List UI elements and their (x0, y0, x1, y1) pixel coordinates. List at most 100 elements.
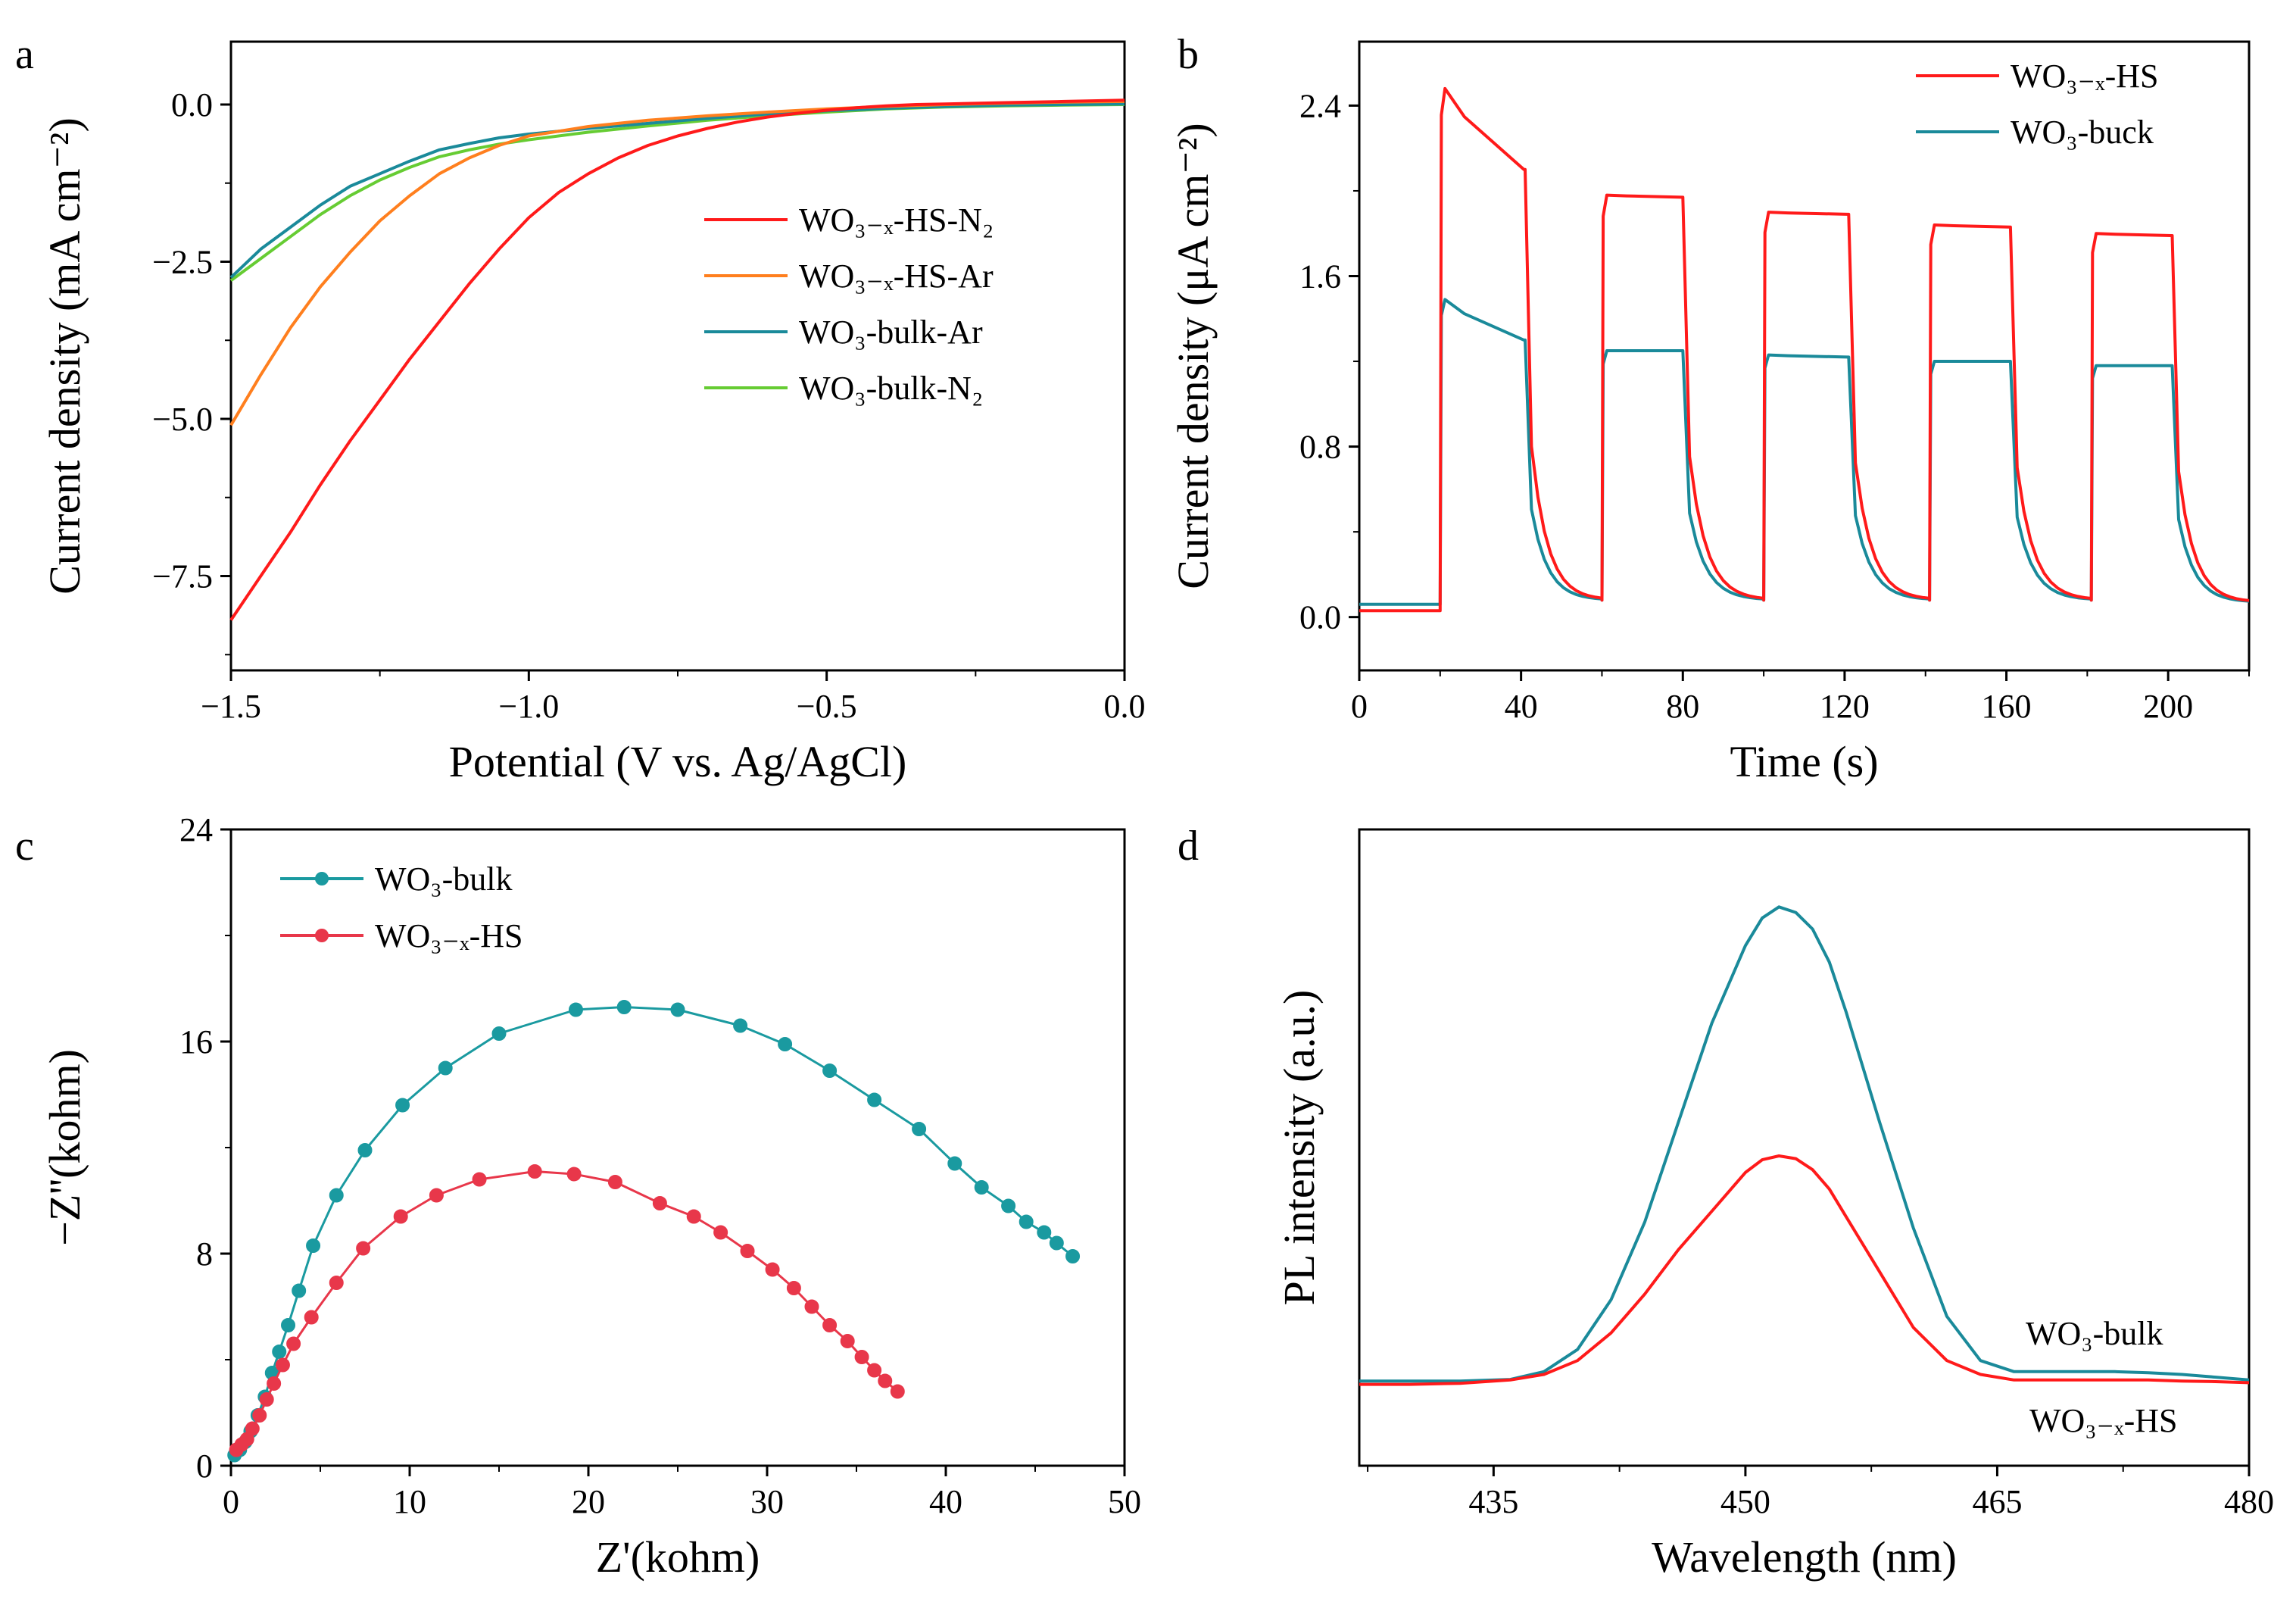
c-data-point (890, 1384, 905, 1399)
b-plot-frame (1358, 40, 2251, 672)
d-x-tick-label: 435 (1468, 1483, 1518, 1520)
d-x-tick-label: 450 (1720, 1483, 1770, 1520)
c-data-point (275, 1357, 290, 1373)
c-data-point (329, 1276, 344, 1290)
d-x-tick-label: 480 (2224, 1483, 2274, 1520)
c-data-point (686, 1209, 701, 1224)
panel-letter-d: d (1178, 823, 1199, 870)
c-x-tick-label: 20 (572, 1483, 605, 1520)
legend-label-1: WO₃₋ₓ-HS (375, 917, 523, 954)
c-data-point (568, 1002, 583, 1017)
a-y-axis-title: Current density (mA cm⁻²) (40, 117, 89, 595)
c-data-point (472, 1172, 487, 1187)
b-x-tick-label: 160 (1982, 688, 2032, 725)
c-data-point (607, 1175, 622, 1189)
c-data-point (670, 1002, 685, 1017)
c-data-point (878, 1373, 893, 1388)
panel-letter-a: a (15, 31, 34, 78)
c-data-point (272, 1345, 287, 1359)
panel-letter-b: b (1178, 31, 1199, 78)
a-series-line-WO₃-bulk-Ar (229, 102, 1125, 279)
c-data-point (867, 1092, 882, 1107)
panel-b-chart: 0 40 80 120 160 200 0.0 0.8 1.6 2.4 Time (s) Curren… (1168, 40, 2251, 786)
d-series-line-WO₃₋ₓ-HS (1359, 1154, 2250, 1386)
d-series-line-WO₃-bulk (1359, 905, 2250, 1383)
a-y-tick-label: 0.0 (171, 86, 213, 123)
a-x-tick-label: −1.0 (498, 688, 559, 725)
c-data-point (765, 1262, 780, 1277)
c-data-point (822, 1318, 838, 1332)
a-y-tick-label: −2.5 (152, 244, 213, 281)
c-data-point (867, 1363, 882, 1378)
c-x-tick-label: 10 (393, 1483, 426, 1520)
a-series-line-WO₃₋ₓ-HS-N₂ (229, 98, 1125, 621)
c-data-point (733, 1018, 748, 1033)
b-x-tick-label: 40 (1505, 688, 1538, 725)
c-data-point (713, 1225, 728, 1240)
d-annotation-bulk: WO₃-bulk (2026, 1315, 2163, 1352)
c-x-tick-label: 30 (750, 1483, 784, 1520)
legend-marker-1 (315, 929, 329, 942)
c-y-tick-label: 0 (196, 1448, 213, 1485)
legend-label-0: WO₃₋ₓ-HS (2011, 58, 2159, 95)
c-data-point (393, 1209, 408, 1224)
c-data-point (804, 1299, 819, 1314)
c-data-point (491, 1026, 507, 1041)
c-data-point (566, 1167, 582, 1182)
c-data-point (395, 1098, 410, 1113)
c-data-point (1049, 1235, 1064, 1251)
c-data-point (1001, 1198, 1016, 1213)
c-y-tick-label: 8 (196, 1235, 213, 1273)
d-x-tick-label: 465 (1972, 1483, 2022, 1520)
a-series-line-WO₃-bulk-N₂ (229, 103, 1125, 283)
c-x-tick-label: 40 (929, 1483, 962, 1520)
c-y-tick-label: 24 (179, 811, 213, 848)
c-data-point (357, 1143, 373, 1157)
d-plot-frame (1358, 828, 2251, 1467)
c-data-point (356, 1241, 371, 1256)
c-data-point (652, 1196, 667, 1210)
c-data-point (292, 1283, 307, 1298)
c-series-line-WO₃-bulk (233, 1006, 1074, 1457)
c-data-point (306, 1238, 321, 1253)
c-x-axis-title: Z'(kohm) (596, 1532, 760, 1582)
c-data-point (740, 1244, 755, 1258)
c-x-tick-label: 0 (223, 1483, 239, 1520)
legend-label-0: WO₃₋ₓ-HS-N₂ (799, 201, 994, 239)
c-y-tick-label: 16 (179, 1023, 213, 1060)
legend-label-2: WO₃-bulk-Ar (799, 314, 983, 351)
panel-c-chart: 0 10 20 30 40 50 0 8 16 24 Z'(kohm) −Z''(kohm) WO₃-b… (40, 811, 1141, 1582)
legend-label-1: WO₃₋ₓ-HS-Ar (799, 258, 994, 295)
c-data-point (259, 1392, 274, 1407)
c-data-point (947, 1156, 962, 1171)
c-data-point (281, 1318, 296, 1332)
b-x-tick-label: 80 (1666, 688, 1699, 725)
legend-label-0: WO₃-bulk (375, 860, 513, 898)
c-series-line-WO₃₋ₓ-HS (236, 1170, 899, 1451)
c-data-point (1019, 1214, 1034, 1229)
b-x-tick-label: 0 (1351, 688, 1368, 725)
c-data-point (438, 1060, 453, 1076)
a-x-tick-label: −0.5 (797, 688, 857, 725)
c-y-axis-title: −Z''(kohm) (40, 1049, 89, 1246)
d-annotation-hs: WO₃₋ₓ-HS (2029, 1402, 2178, 1439)
c-data-point (840, 1334, 855, 1348)
c-data-point (286, 1336, 301, 1351)
c-data-point (245, 1421, 260, 1436)
a-y-tick-label: −7.5 (152, 558, 213, 595)
b-x-tick-label: 120 (1820, 688, 1870, 725)
a-x-tick-label: −1.5 (201, 688, 261, 725)
b-y-tick-label: 0.8 (1299, 429, 1341, 466)
c-data-point (786, 1281, 801, 1295)
panel-a-chart: −1.5 −1.0 −0.5 0.0 0.0 −2.5 −5.0 −7.5 Potential … (40, 40, 1146, 786)
legend-marker-0 (315, 872, 329, 885)
c-data-point (616, 1000, 632, 1014)
d-x-axis-title: Wavelength (nm) (1652, 1532, 1957, 1582)
b-y-axis-title: Current density (μA cm⁻²) (1168, 123, 1218, 589)
b-y-tick-label: 0.0 (1299, 599, 1341, 636)
a-x-axis-title: Potential (V vs. Ag/AgCl) (449, 737, 907, 786)
c-data-point (252, 1408, 267, 1423)
c-data-point (974, 1180, 989, 1195)
b-x-axis-title: Time (s) (1730, 737, 1878, 786)
c-data-point (304, 1310, 319, 1325)
